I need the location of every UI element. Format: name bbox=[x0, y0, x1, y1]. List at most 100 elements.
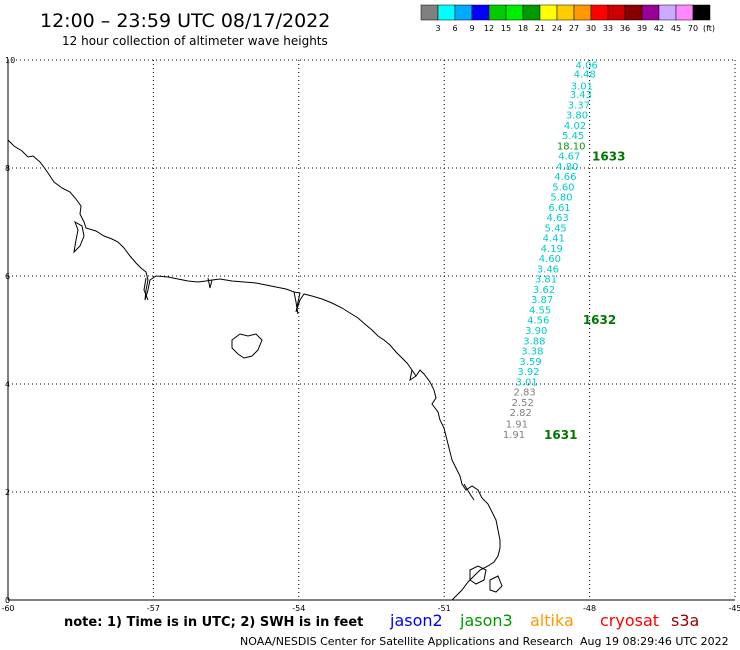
credit-text: NOAA/NESDIS Center for Satellite Applica… bbox=[240, 635, 573, 648]
satellite-legend-item: s3a bbox=[671, 611, 699, 630]
color-swatch bbox=[658, 4, 677, 21]
wave-height-value: 4.56 bbox=[527, 316, 549, 327]
wave-height-value: 3.80 bbox=[566, 111, 588, 122]
color-swatch bbox=[454, 4, 473, 21]
wave-height-value: 5.45 bbox=[545, 223, 567, 234]
wave-height-value: 2.52 bbox=[512, 398, 534, 409]
color-swatch bbox=[505, 4, 524, 21]
satellite-legend-item: jason3 bbox=[459, 611, 513, 630]
pass-number-label: 1633 bbox=[592, 150, 625, 164]
color-swatch bbox=[420, 4, 439, 21]
color-scale-bar: 3 6 9 12 15 18 21 24 27 30 33 36 39 42 45 70 (ft) bbox=[420, 4, 715, 33]
color-swatch bbox=[624, 4, 643, 21]
wave-height-value: 6.61 bbox=[548, 203, 570, 214]
y-tick-label: 10 bbox=[5, 56, 15, 65]
wave-height-value: 4.66 bbox=[554, 172, 576, 183]
x-tick-label: -57 bbox=[147, 604, 160, 613]
pass-number-labels: 1633 1632 1631 bbox=[544, 150, 625, 443]
y-tick-label: 0 bbox=[5, 596, 10, 605]
wave-height-value: 2.83 bbox=[514, 388, 536, 399]
color-scale-label: 70 bbox=[688, 24, 698, 33]
satellite-legend: jason2 jason3 altika cryosat s3a bbox=[389, 611, 699, 630]
wave-height-value: 4.80 bbox=[556, 162, 578, 173]
wave-height-value: 4.41 bbox=[543, 234, 565, 245]
color-swatch bbox=[692, 4, 711, 21]
color-swatch bbox=[539, 4, 558, 21]
footer-note: note: 1) Time is in UTC; 2) SWH is in fe… bbox=[64, 615, 363, 630]
wave-height-value: 5.80 bbox=[550, 193, 572, 204]
wave-height-value: 3.87 bbox=[531, 295, 553, 306]
color-scale-label: 45 bbox=[671, 24, 681, 33]
color-scale-label: 21 bbox=[535, 24, 545, 33]
wave-height-value: 4.48 bbox=[574, 70, 596, 81]
color-swatch bbox=[488, 4, 507, 21]
color-swatch bbox=[471, 4, 490, 21]
wave-height-value: 3.01 bbox=[515, 377, 537, 388]
wave-height-value: 3.37 bbox=[568, 100, 590, 111]
color-scale-label: 27 bbox=[569, 24, 579, 33]
wave-height-value: 1.91 bbox=[506, 419, 528, 430]
wave-height-value: 3.62 bbox=[533, 285, 555, 296]
wave-height-value: 4.63 bbox=[546, 213, 568, 224]
wave-height-value: 2.82 bbox=[510, 408, 532, 419]
satellite-legend-item: cryosat bbox=[600, 611, 659, 630]
wave-height-value: 4.02 bbox=[564, 121, 586, 132]
color-scale-label: 42 bbox=[654, 24, 664, 33]
color-scale-label: 33 bbox=[603, 24, 613, 33]
wave-height-value: 3.01 bbox=[571, 81, 593, 92]
wave-height-value: 3.90 bbox=[525, 326, 547, 337]
satellite-legend-item: altika bbox=[530, 611, 574, 630]
x-tick-label: -54 bbox=[292, 604, 305, 613]
color-swatch bbox=[590, 4, 609, 21]
pass-number-label: 1632 bbox=[583, 313, 616, 327]
wave-height-value: 3.88 bbox=[523, 336, 545, 347]
color-swatch bbox=[641, 4, 660, 21]
coastline bbox=[7, 139, 503, 601]
color-scale-label: 36 bbox=[620, 24, 630, 33]
color-scale-label: 39 bbox=[637, 24, 647, 33]
wave-height-value: 3.46 bbox=[537, 264, 559, 275]
color-swatch bbox=[607, 4, 626, 21]
wave-height-value: 5.60 bbox=[552, 182, 574, 193]
x-tick-labels: -60 -57 -54 -51 -48 -45 bbox=[1, 604, 740, 613]
wave-height-value: 3.81 bbox=[535, 275, 557, 286]
x-tick-label: -51 bbox=[438, 604, 451, 613]
wave-height-value: 1.91 bbox=[503, 430, 525, 441]
color-scale-label: 24 bbox=[552, 24, 562, 33]
wave-height-value: 3.43 bbox=[570, 90, 592, 101]
x-tick-label: -48 bbox=[583, 604, 596, 613]
wave-height-value: 5.45 bbox=[562, 131, 584, 142]
color-swatch bbox=[437, 4, 456, 21]
color-swatch bbox=[573, 4, 592, 21]
wave-height-value: 4.19 bbox=[541, 244, 563, 255]
color-scale-label: 15 bbox=[501, 24, 511, 33]
wave-height-value: 3.59 bbox=[519, 357, 541, 368]
y-tick-labels: 0 2 4 6 8 10 bbox=[5, 56, 15, 605]
color-swatch bbox=[556, 4, 575, 21]
wave-height-value: 4.55 bbox=[529, 305, 551, 316]
y-tick-label: 4 bbox=[5, 380, 10, 389]
satellite-legend-item: jason2 bbox=[389, 611, 443, 630]
wave-height-value: 3.92 bbox=[517, 367, 539, 378]
subtitle: 12 hour collection of altimeter wave hei… bbox=[62, 34, 328, 48]
color-scale-label: 12 bbox=[484, 24, 494, 33]
color-scale-label: 18 bbox=[518, 24, 528, 33]
wave-height-value: 4.60 bbox=[539, 254, 561, 265]
y-tick-label: 2 bbox=[5, 488, 10, 497]
color-scale-label: 6 bbox=[452, 24, 457, 33]
color-scale-label: 9 bbox=[469, 24, 474, 33]
color-swatch bbox=[675, 4, 694, 21]
timestamp-text: Aug 19 08:29:46 UTC 2022 bbox=[580, 635, 729, 648]
color-swatch bbox=[522, 4, 541, 21]
wave-height-value: 4.06 bbox=[576, 60, 598, 71]
x-tick-label: -60 bbox=[1, 604, 14, 613]
color-scale-label: 30 bbox=[586, 24, 596, 33]
page-title: 12:00 – 23:59 UTC 08/17/2022 bbox=[40, 10, 330, 32]
pass-number-label: 1631 bbox=[544, 428, 577, 442]
wave-height-value: 4.67 bbox=[558, 152, 580, 163]
wave-height-value: 3.38 bbox=[521, 347, 543, 358]
color-scale-label: 3 bbox=[435, 24, 440, 33]
wave-height-value: 18.10 bbox=[557, 141, 586, 152]
